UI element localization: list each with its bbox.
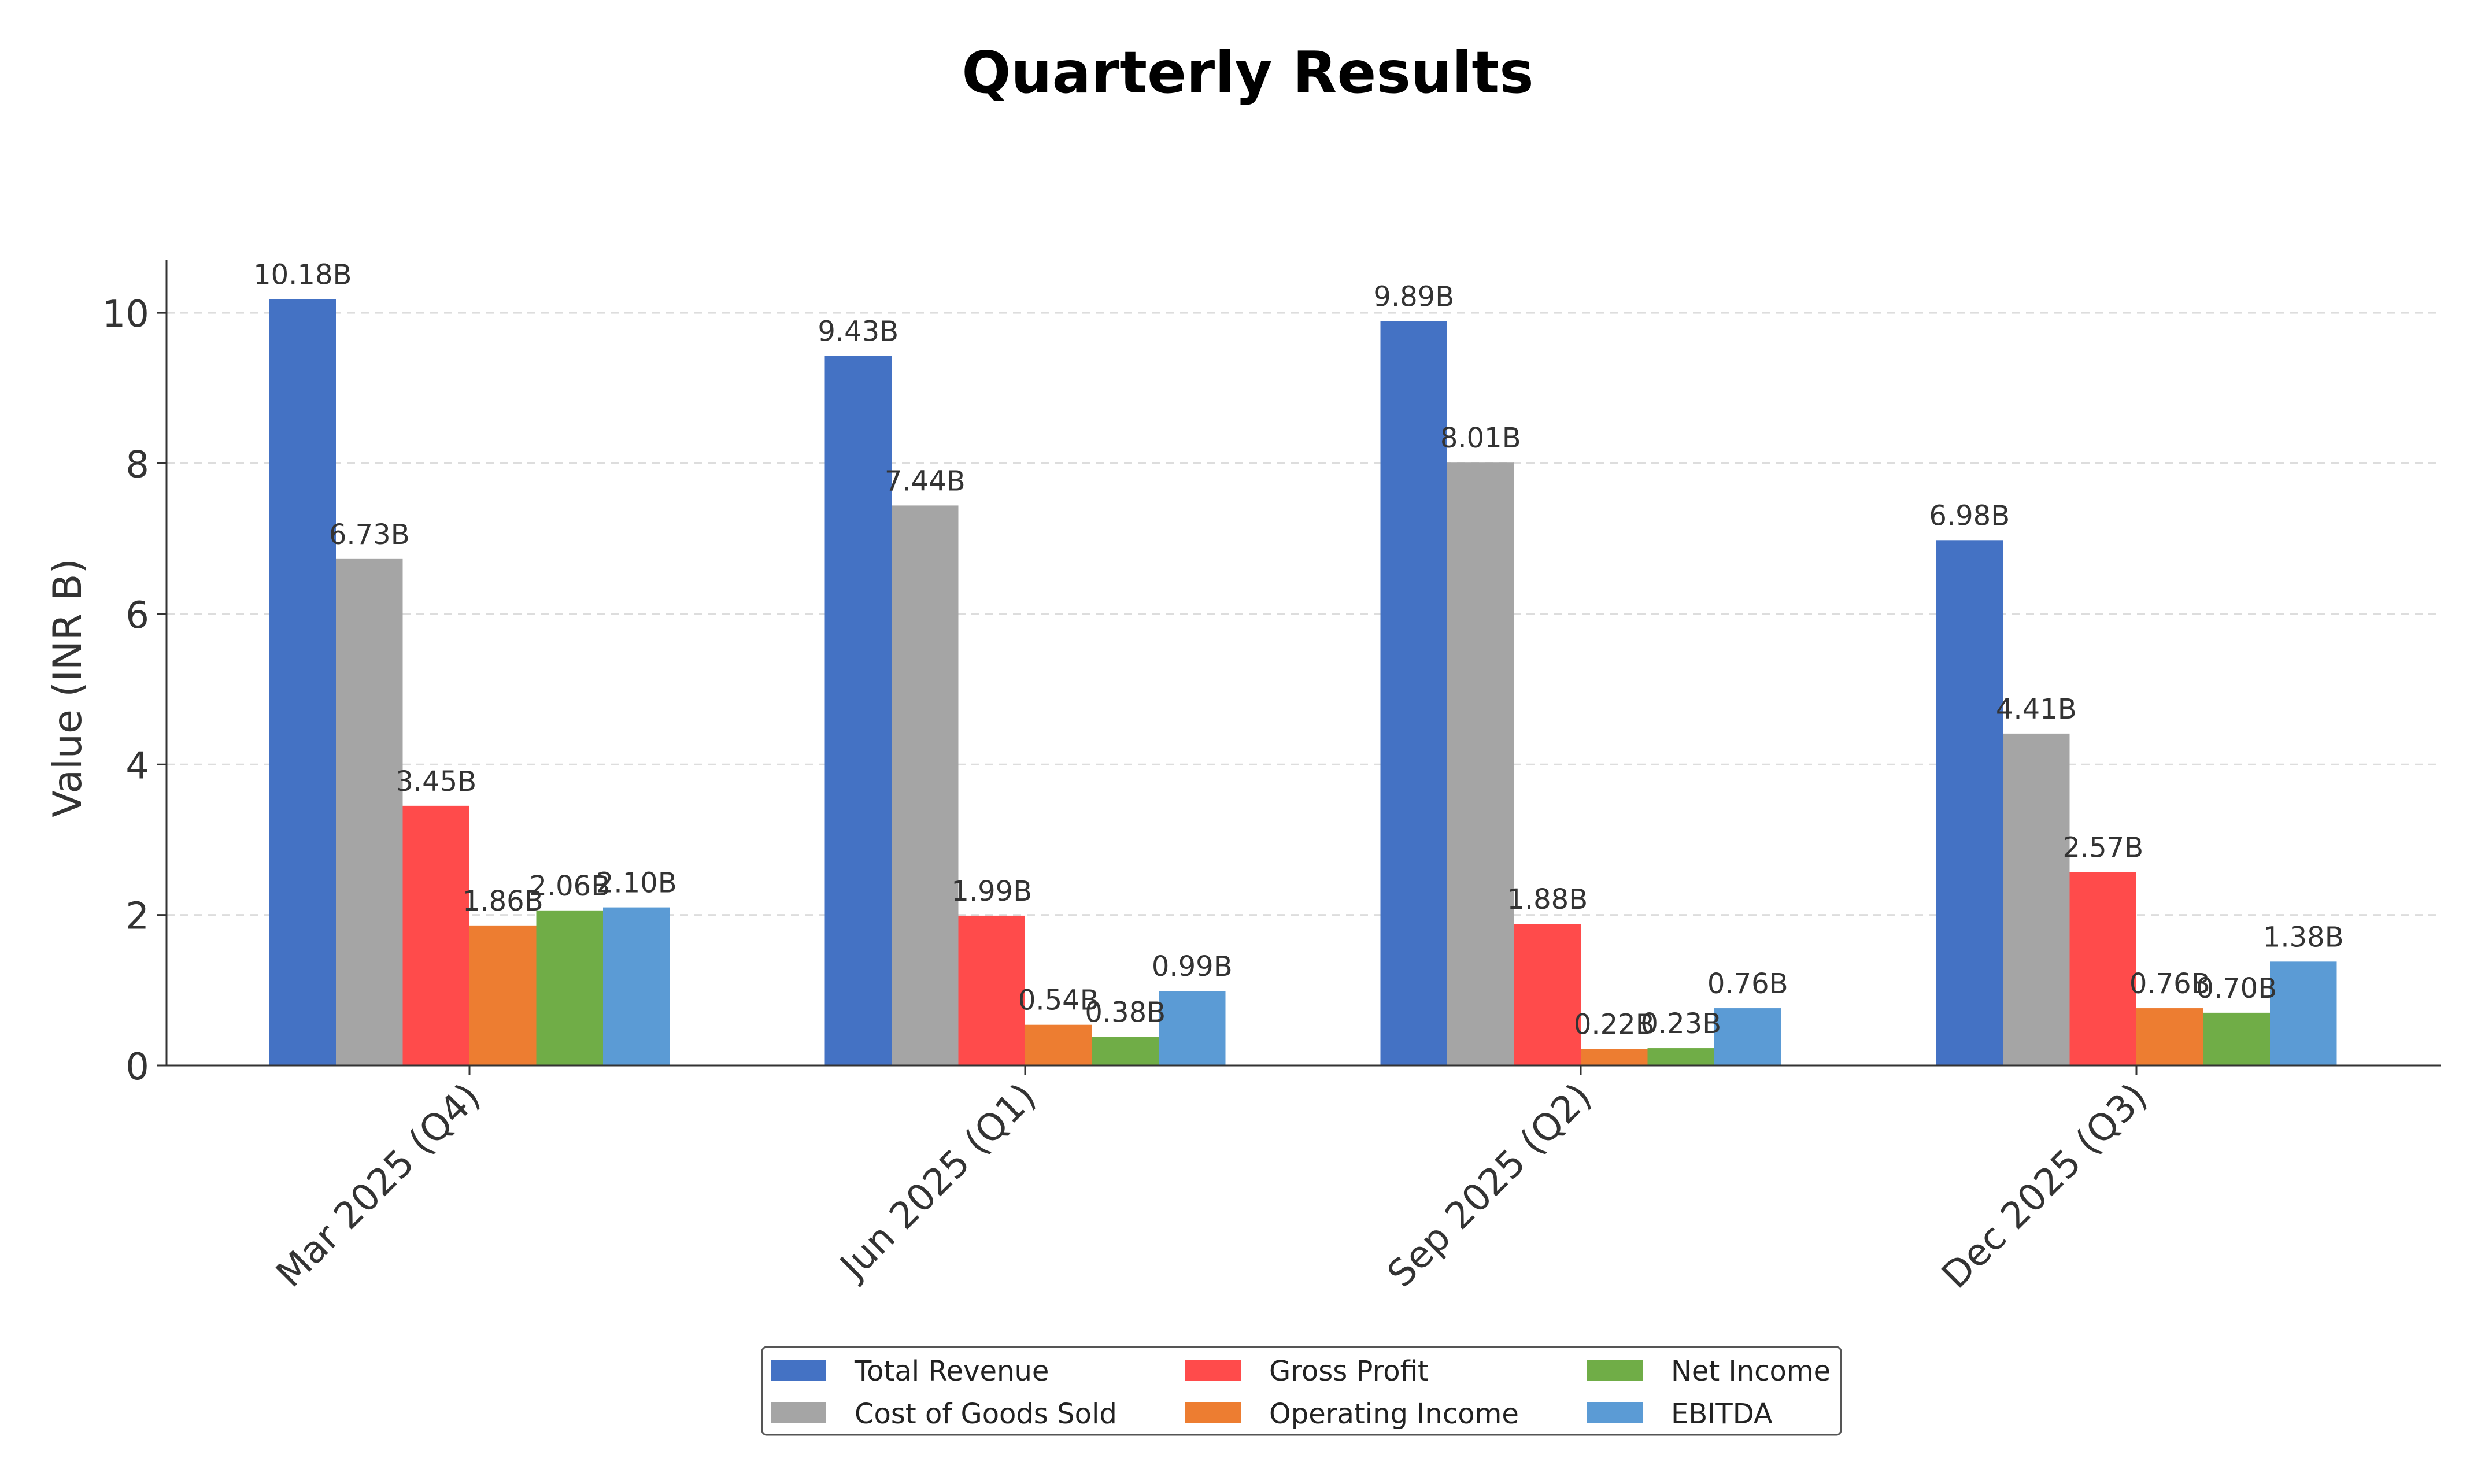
y-tick-label: 2 [125,895,149,938]
bar [2136,1008,2203,1065]
legend-label: EBITDA [1671,1398,1773,1430]
data-label: 0.70B [2196,972,2277,1005]
data-label: 0.22B [1574,1008,1655,1041]
bar [2069,872,2136,1065]
legend-swatch [771,1402,826,1423]
bar [536,910,603,1065]
data-label: 1.88B [1507,883,1588,916]
y-tick-label: 8 [125,444,149,487]
bar [1514,924,1581,1065]
bar [1447,462,1514,1065]
data-label: 9.43B [818,315,899,347]
y-tick-label: 10 [102,293,149,336]
bar [1380,321,1447,1065]
data-label: 7.44B [885,465,966,497]
chart-title: Quarterly Results [962,39,1533,106]
legend-box [761,1346,1842,1436]
bar [2203,1012,2270,1065]
data-label: 1.38B [2263,921,2344,953]
bar [958,915,1025,1065]
data-label: 0.54B [1018,985,1099,1017]
y-tick-label: 0 [125,1046,149,1089]
bar [892,505,959,1065]
x-tick-label: Jun 2025 (Q1) [831,1075,1045,1289]
bar [1581,1049,1648,1065]
legend-label: Gross Profit [1269,1355,1429,1387]
bar [1936,540,2003,1065]
bars [269,299,2337,1065]
legend-label: Total Revenue [854,1355,1049,1387]
data-label: 4.41B [1996,693,2077,726]
data-label: 8.01B [1440,422,1521,454]
x-tick-label: Mar 2025 (Q4) [268,1075,489,1296]
legend-swatch [1587,1402,1643,1423]
bar [1159,991,1226,1065]
bar [603,907,670,1065]
legend-swatch [1185,1402,1241,1423]
bar [2270,961,2337,1065]
legend-label: Net Income [1671,1355,1831,1387]
data-label: 3.45B [395,765,476,798]
data-label: 9.89B [1373,280,1454,313]
bar [336,558,403,1065]
bar [402,805,469,1065]
bar [1714,1008,1781,1065]
bar [1025,1024,1092,1065]
legend: Total Revenue Cost of Goods Sold Gross Pro… [761,1346,1842,1436]
legend-swatch [1185,1360,1241,1381]
y-axis-label: Value (INR B) [45,558,91,817]
bar [824,356,892,1065]
data-label: 6.73B [329,519,410,551]
y-tick-label: 4 [125,745,149,787]
x-tick-label: Sep 2025 (Q2) [1380,1075,1600,1296]
bar [2003,733,2070,1065]
data-label: 0.76B [1707,968,1788,1000]
data-label: 2.06B [529,870,610,902]
legend-label: Cost of Goods Sold [855,1398,1117,1430]
legend-swatch [771,1360,826,1381]
data-label: 10.18B [253,259,352,291]
x-tick-label: Dec 2025 (Q3) [1934,1075,2156,1297]
axes [165,260,2441,1067]
bar [1092,1037,1159,1065]
data-label: 1.86B [463,885,543,917]
y-tick-label: 6 [125,594,149,637]
bar [1647,1048,1714,1065]
data-label: 0.23B [1640,1008,1721,1040]
data-label: 2.10B [596,867,677,900]
data-label: 0.76B [2129,968,2210,1000]
legend-label: Operating Income [1269,1398,1519,1430]
data-label: 2.57B [2062,831,2143,864]
data-label: 6.98B [1929,499,2010,532]
legend-swatch [1587,1360,1643,1381]
bar [269,299,336,1065]
data-label: 0.99B [1152,950,1233,983]
data-label: 0.38B [1085,997,1166,1029]
grid-lines [167,312,2441,916]
data-label: 1.99B [951,875,1032,908]
bar [469,925,537,1065]
